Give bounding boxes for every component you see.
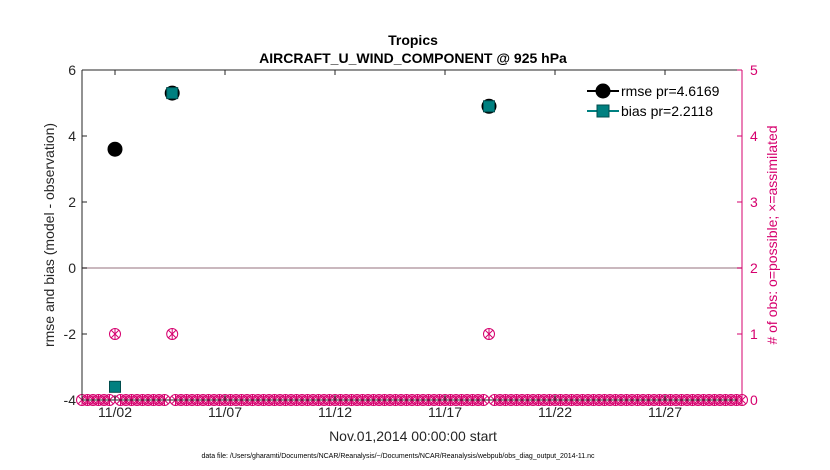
y-ticks-left: -4 -2 0 2 4 6 [64, 62, 87, 408]
y-tick-label-left: 6 [68, 62, 76, 78]
y-tick-label-left: 4 [68, 128, 76, 144]
series-layer [107, 85, 497, 393]
obs-count-point [483, 328, 495, 340]
y-tick-label-left: 0 [68, 260, 76, 276]
x-axis-label: Nov.01,2014 00:00:00 start [329, 428, 497, 444]
y-tick-label-left: 2 [68, 194, 76, 210]
y-tick-label-right: 3 [750, 194, 758, 210]
rmse-point [107, 141, 123, 157]
bias-point [166, 87, 179, 100]
y-tick-label-right: 2 [750, 260, 758, 276]
y-ticks-right: 0 1 2 3 4 5 [737, 62, 758, 408]
obs-count-point [109, 328, 121, 340]
x-tick-label: 11/02 [98, 404, 132, 420]
x-tick-label: 11/12 [318, 404, 352, 420]
y-tick-label-right: 0 [750, 392, 758, 408]
chart-title: Tropics [388, 32, 438, 48]
plot-area [82, 70, 742, 400]
y-tick-label-left: -2 [64, 326, 77, 342]
y-axis-label-right: # of obs: o=possible; ×=assimilated [764, 125, 780, 344]
x-ticks: 11/02 11/07 11/12 11/17 11/22 11/27 [98, 70, 682, 420]
legend-bias-label: bias pr=2.2118 [621, 103, 713, 119]
bias-point [109, 380, 121, 393]
legend: rmse pr=4.6169 bias pr=2.2118 [584, 78, 734, 122]
x-tick-label: 11/22 [538, 404, 572, 420]
y-tick-label-left: -4 [64, 392, 77, 408]
legend-rmse-marker [595, 83, 611, 99]
x-tick-label: 11/17 [428, 404, 462, 420]
x-tick-label: 11/07 [208, 404, 242, 420]
y-tick-label-right: 5 [750, 62, 758, 78]
footer-file-path: data file: /Users/gharamti/Documents/NCA… [201, 453, 595, 460]
obs-count-point [166, 328, 179, 340]
y-tick-label-right: 1 [750, 326, 758, 342]
y-tick-label-right: 4 [750, 128, 758, 144]
legend-rmse-label: rmse pr=4.6169 [621, 83, 720, 99]
x-tick-label: 11/27 [648, 404, 682, 420]
legend-bias-marker [596, 104, 610, 118]
y-axis-label-left: rmse and bias (model - observation) [41, 123, 57, 347]
bias-point [483, 100, 495, 113]
chart-subtitle: AIRCRAFT_U_WIND_COMPONENT @ 925 hPa [259, 50, 567, 66]
